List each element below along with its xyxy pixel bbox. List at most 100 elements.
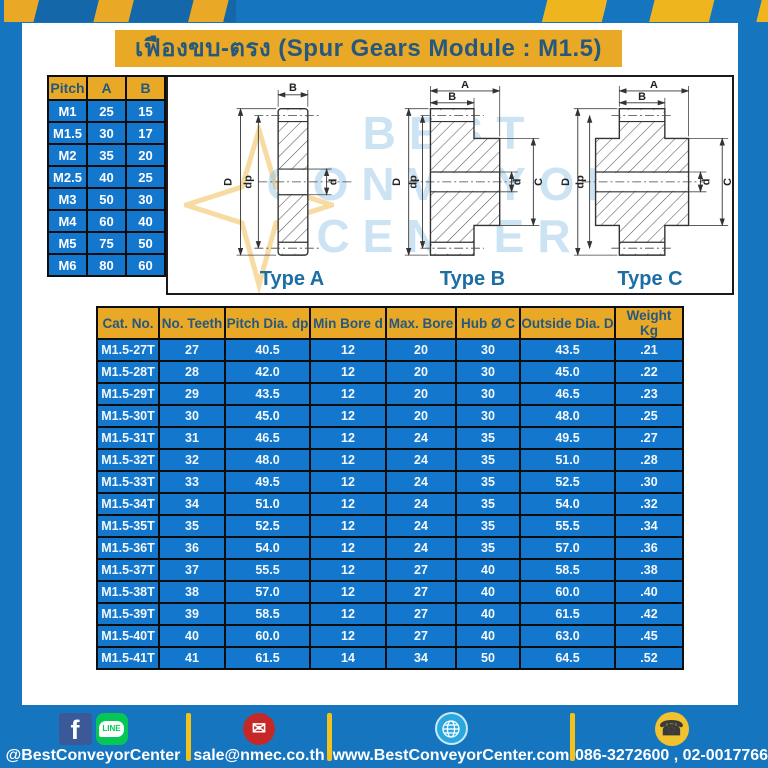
spec-cell-min-bore: 12 (309, 470, 387, 494)
type-b-drawing: A B D dp d (391, 81, 545, 257)
spec-cell-pitch-dia: 61.5 (224, 646, 311, 670)
spec-cell-weight: .38 (614, 558, 684, 582)
pitch-cell: M4 (47, 209, 88, 233)
pitch-table-row: M2.5 40 25 (47, 165, 166, 189)
pitch-table-row: M6 80 60 (47, 253, 166, 277)
spec-cell-hub-c: 30 (455, 404, 521, 428)
spec-cell-no-teeth: 37 (158, 558, 226, 582)
spec-cell-weight: .32 (614, 492, 684, 516)
pitch-table-row: M1.5 30 17 (47, 121, 166, 145)
spec-cell-outside-dia: 63.0 (519, 624, 616, 648)
spec-header-cell: Weight Kg (614, 306, 684, 340)
spec-table-row: M1.5-34T 34 51.0 12 24 35 54.0 .32 (96, 492, 684, 516)
spec-cell-min-bore: 12 (309, 492, 387, 516)
spec-cell-no-teeth: 31 (158, 426, 226, 450)
spec-cell-pitch-dia: 45.0 (224, 404, 311, 428)
spec-table-row: M1.5-36T 36 54.0 12 24 35 57.0 .36 (96, 536, 684, 560)
spec-cell-no-teeth: 38 (158, 580, 226, 604)
email-icon: ✉ (243, 712, 275, 745)
spec-header-cell: Outside Dia. D (519, 306, 616, 340)
spec-cell-outside-dia: 58.5 (519, 558, 616, 582)
pitch-table-row: M4 60 40 (47, 209, 166, 233)
spec-cell-weight: .34 (614, 514, 684, 538)
spec-cell-outside-dia: 51.0 (519, 448, 616, 472)
spec-cell-cat-no: M1.5-41T (96, 646, 160, 670)
pitch-cell: 40 (86, 165, 127, 189)
pitch-cell: M6 (47, 253, 88, 277)
spec-table-row: M1.5-37T 37 55.5 12 27 40 58.5 .38 (96, 558, 684, 582)
footer-divider (186, 712, 191, 761)
spec-cell-cat-no: M1.5-39T (96, 602, 160, 626)
spec-cell-weight: .27 (614, 426, 684, 450)
pitch-table-row: M5 75 50 (47, 231, 166, 255)
spec-cell-no-teeth: 36 (158, 536, 226, 560)
dim-label-A: A (650, 81, 658, 91)
spec-cell-hub-c: 30 (455, 360, 521, 384)
spec-cell-cat-no: M1.5-35T (96, 514, 160, 538)
spec-cell-hub-c: 50 (455, 646, 521, 670)
spec-cell-weight: .40 (614, 580, 684, 604)
spec-cell-hub-c: 35 (455, 426, 521, 450)
spec-cell-max-bore: 24 (385, 426, 457, 450)
spec-header-cell: Cat. No. (96, 306, 160, 340)
spec-cell-weight: .25 (614, 404, 684, 428)
spec-table-row: M1.5-30T 30 45.0 12 20 30 48.0 .25 (96, 404, 684, 428)
dim-label-B: B (448, 91, 456, 103)
spec-cell-max-bore: 27 (385, 624, 457, 648)
spec-cell-max-bore: 20 (385, 360, 457, 384)
spec-cell-pitch-dia: 54.0 (224, 536, 311, 560)
spec-cell-outside-dia: 60.0 (519, 580, 616, 604)
pitch-cell: 25 (86, 99, 127, 123)
dim-label-d: d (511, 179, 523, 186)
top-stripe-band-right (500, 0, 768, 22)
spec-cell-min-bore: 12 (309, 624, 387, 648)
spec-cell-outside-dia: 57.0 (519, 536, 616, 560)
spec-cell-weight: .21 (614, 338, 684, 362)
type-c-label: Type C (617, 268, 683, 290)
spec-cell-no-teeth: 35 (158, 514, 226, 538)
phone-numbers: 086-3272600 , 02-0017766 (574, 746, 768, 764)
diagram-type-b: A B D dp d (380, 81, 565, 291)
globe-icon (434, 712, 468, 745)
spec-cell-weight: .23 (614, 382, 684, 406)
spec-cell-pitch-dia: 40.5 (224, 338, 311, 362)
type-b-label: Type B (439, 268, 506, 290)
spec-cell-pitch-dia: 42.0 (224, 360, 311, 384)
spec-table-row: M1.5-29T 29 43.5 12 20 30 46.5 .23 (96, 382, 684, 406)
spec-cell-outside-dia: 64.5 (519, 646, 616, 670)
pitch-cell: M3 (47, 187, 88, 211)
pitch-header-cell: B (125, 75, 166, 101)
spec-cell-weight: .45 (614, 624, 684, 648)
dim-label-C: C (722, 178, 734, 186)
website-url: www.BestConveyorCenter.com (332, 746, 570, 764)
pitch-header-row: Pitch A B (47, 75, 166, 101)
spec-cell-no-teeth: 34 (158, 492, 226, 516)
spec-cell-pitch-dia: 49.5 (224, 470, 311, 494)
type-c-drawing: A B D dp d (560, 81, 734, 257)
pitch-cell: 25 (125, 165, 166, 189)
dim-label-B: B (638, 91, 646, 103)
spec-cell-max-bore: 34 (385, 646, 457, 670)
diagram-type-c: A B D dp d (555, 81, 734, 291)
spec-cell-max-bore: 24 (385, 536, 457, 560)
spec-table-row: M1.5-28T 28 42.0 12 20 30 45.0 .22 (96, 360, 684, 384)
spec-cell-hub-c: 30 (455, 338, 521, 362)
spec-cell-cat-no: M1.5-36T (96, 536, 160, 560)
footer-email-group: ✉ sale@nmec.co.th (191, 708, 327, 766)
footer-social-group: f LINE @BestConveyorCenter (0, 708, 186, 766)
spec-table-row: M1.5-27T 27 40.5 12 20 30 43.5 .21 (96, 338, 684, 362)
spec-cell-no-teeth: 33 (158, 470, 226, 494)
pitch-table: Pitch A B M1 25 15 M1.5 30 17 M2 35 20 (47, 75, 166, 277)
spec-cell-weight: .22 (614, 360, 684, 384)
spec-table-row: M1.5-41T 41 61.5 14 34 50 64.5 .52 (96, 646, 684, 670)
pitch-table-row: M1 25 15 (47, 99, 166, 123)
spec-cell-outside-dia: 49.5 (519, 426, 616, 450)
spec-cell-min-bore: 12 (309, 426, 387, 450)
spec-cell-hub-c: 35 (455, 470, 521, 494)
pitch-cell: 30 (125, 187, 166, 211)
spec-cell-cat-no: M1.5-28T (96, 360, 160, 384)
spec-cell-max-bore: 27 (385, 558, 457, 582)
page-title: เฟืองขบ-ตรง (Spur Gears Module : M1.5) (115, 30, 622, 67)
spec-cell-hub-c: 40 (455, 580, 521, 604)
spec-cell-pitch-dia: 57.0 (224, 580, 311, 604)
